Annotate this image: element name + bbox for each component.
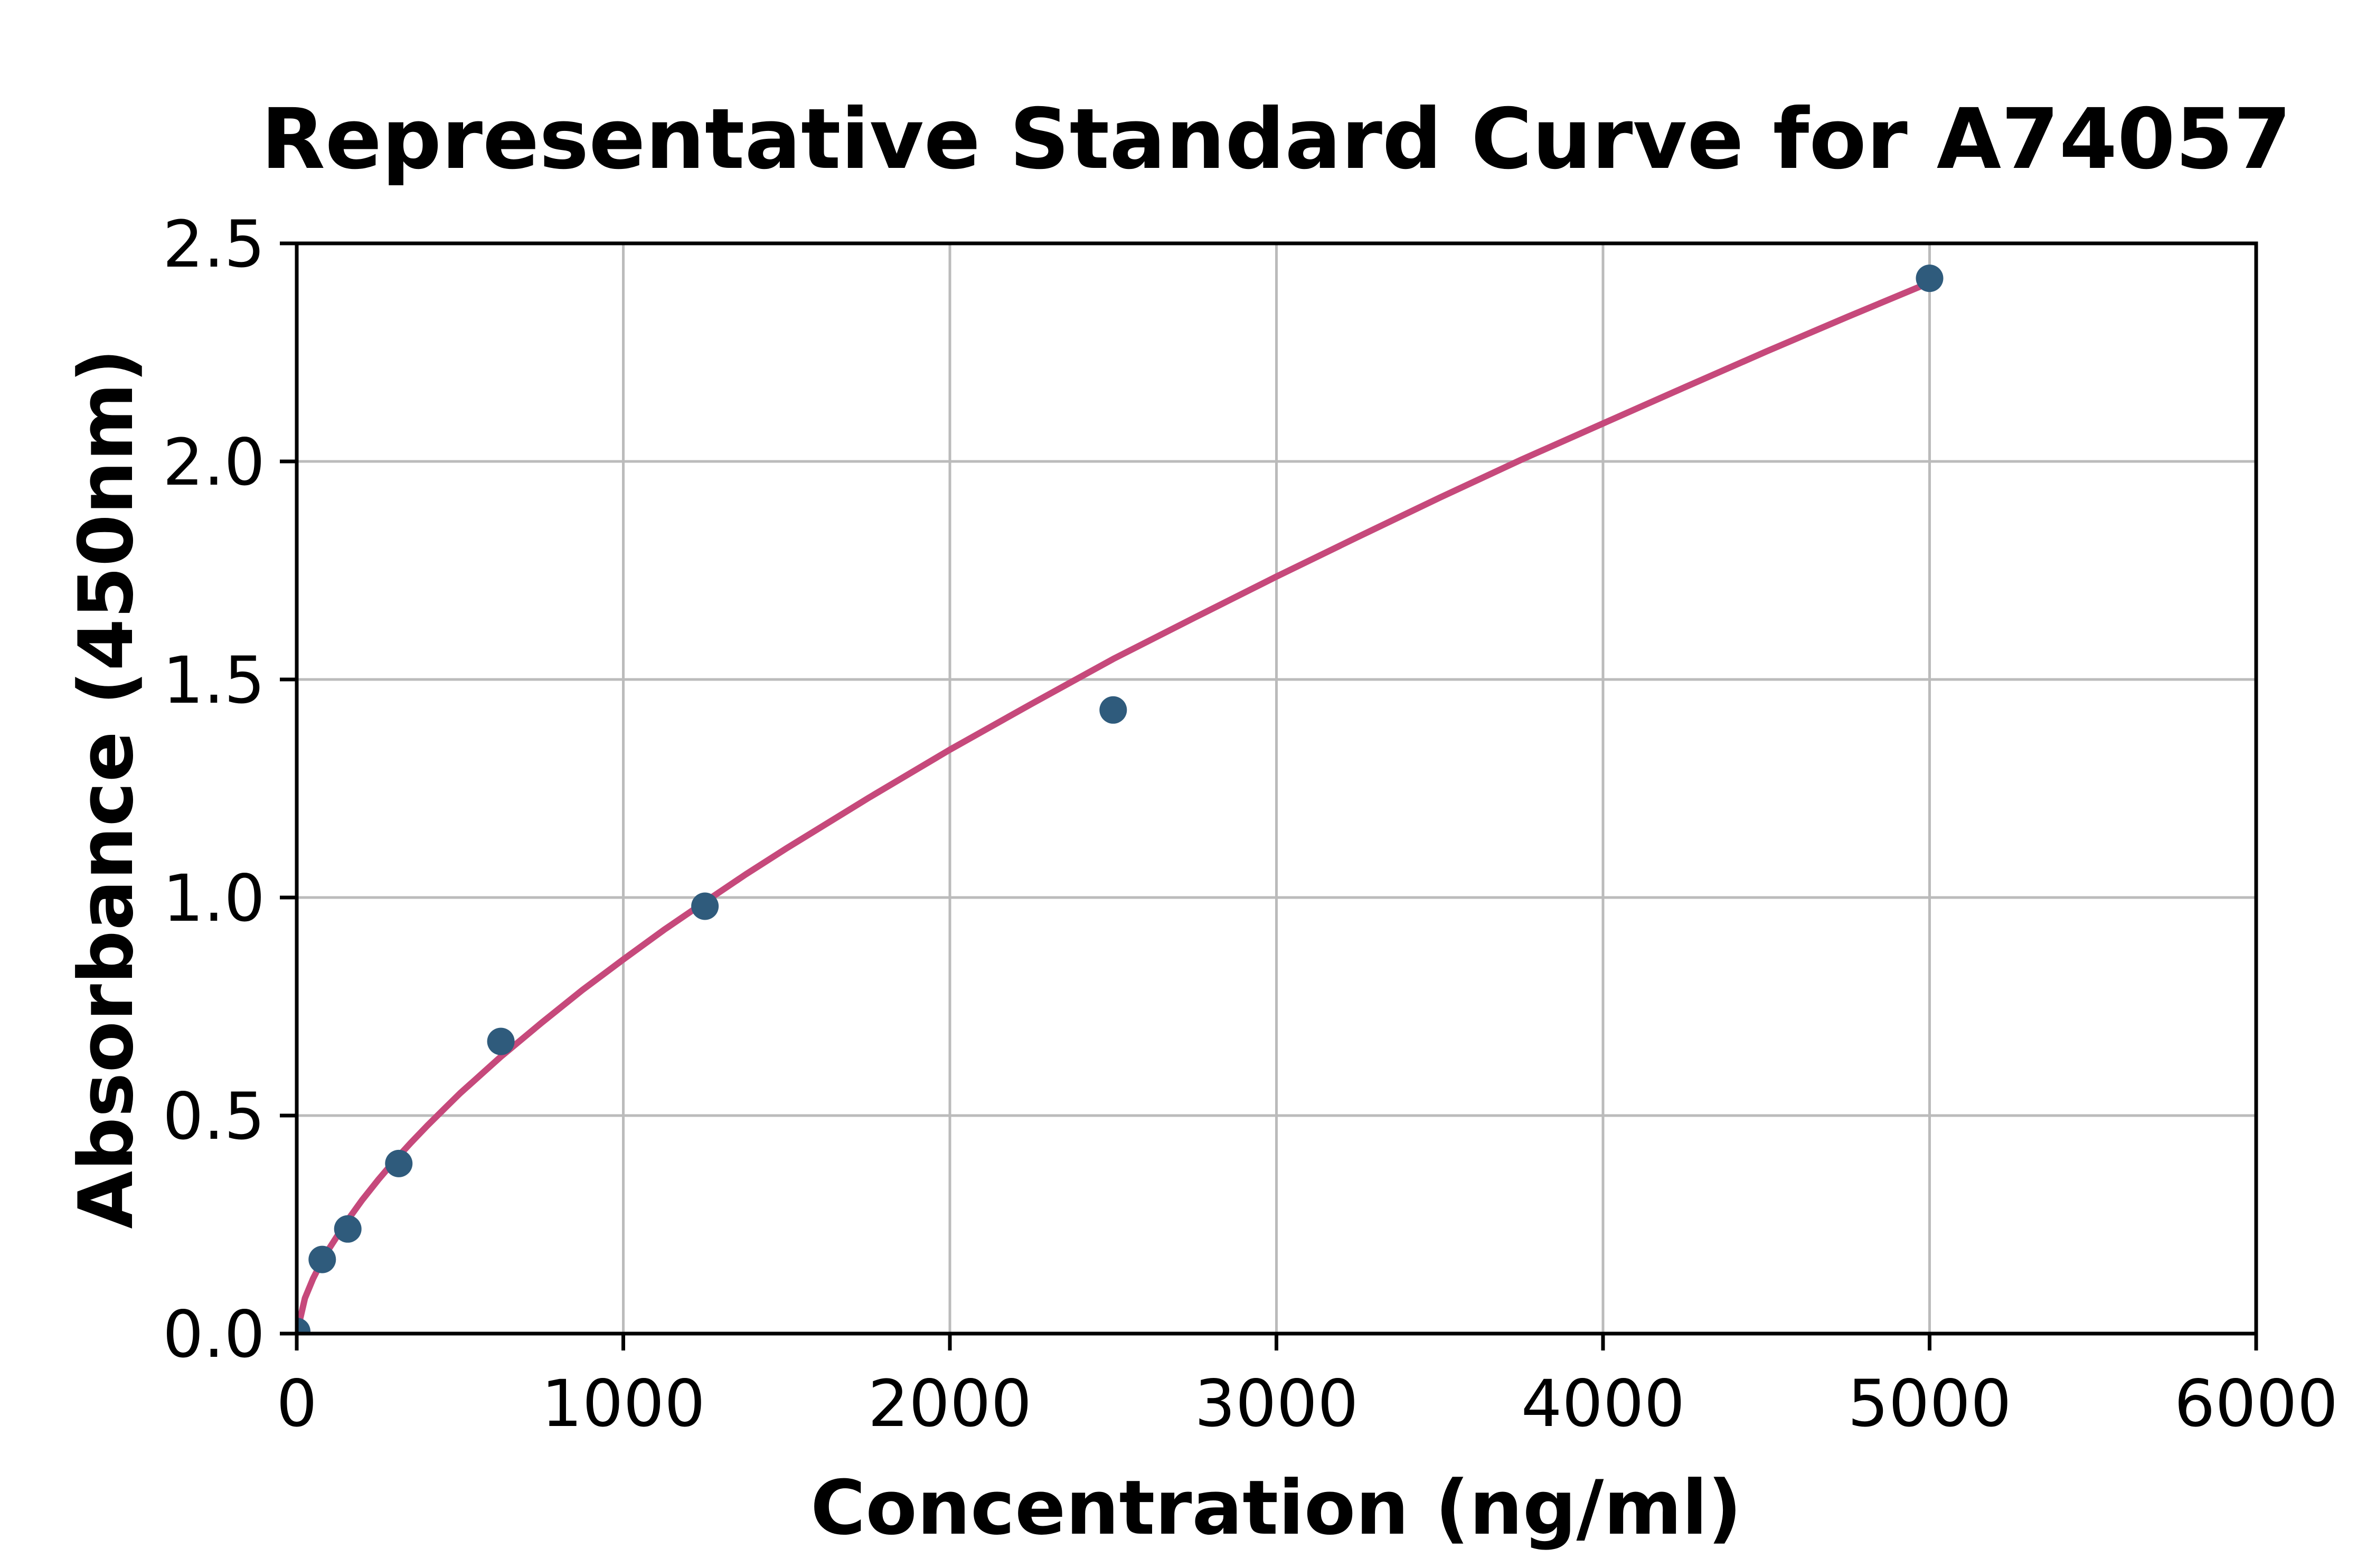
data-point: [385, 1149, 413, 1177]
x-tick-label: 4000: [1521, 1366, 1685, 1441]
x-tick-labels: 0 1000 2000 3000 4000 5000 6000: [276, 1366, 2338, 1441]
data-points: [297, 265, 1944, 1334]
gridlines: [297, 242, 2258, 1334]
x-tick-label: 2000: [868, 1366, 1032, 1441]
y-tick-label: 1.5: [163, 643, 265, 718]
y-tick-label: 0.5: [163, 1079, 265, 1154]
x-tick-label: 1000: [541, 1366, 705, 1441]
data-point: [691, 892, 719, 920]
x-axis-label: Concentration (ng/ml): [810, 1465, 1742, 1552]
y-axis-label: Absorbance (450nm): [63, 348, 150, 1229]
data-point: [297, 1317, 310, 1334]
chart-title: Representative Standard Curve for A74057: [261, 91, 2292, 188]
data-point: [308, 1245, 336, 1273]
data-point: [334, 1215, 362, 1243]
data-point: [487, 1027, 515, 1055]
x-tick-label: 3000: [1194, 1366, 1358, 1441]
x-tick-label: 0: [276, 1366, 317, 1441]
y-tick-label: 2.0: [163, 425, 265, 500]
data-point: [1916, 265, 1944, 292]
y-tick-label: 1.0: [163, 861, 265, 936]
x-tick-label: 6000: [2174, 1366, 2338, 1441]
x-tick-label: 5000: [1847, 1366, 2011, 1441]
plot-data: [297, 265, 1944, 1334]
y-tick-labels: 0.0 0.5 1.0 1.5 2.0 2.5: [163, 207, 265, 1372]
y-tick-label: 2.5: [163, 207, 265, 282]
fitted-curve: [297, 279, 1933, 1334]
axis-ticks: [280, 241, 2258, 1350]
y-tick-label: 0.0: [163, 1297, 265, 1372]
data-point: [1099, 696, 1127, 724]
